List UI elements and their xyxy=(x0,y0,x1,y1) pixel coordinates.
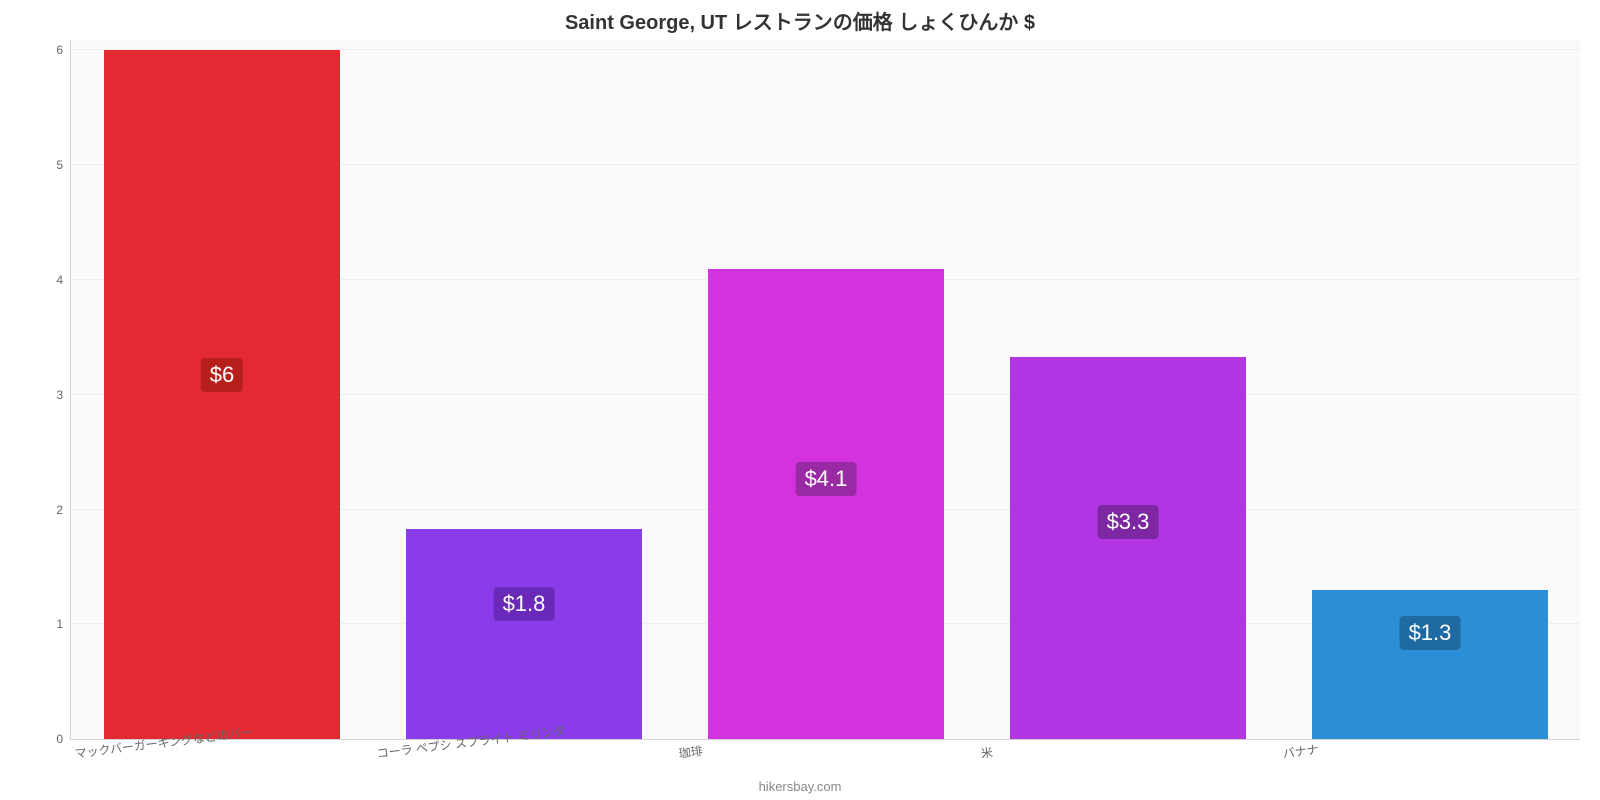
plot-area: 0123456$6マックバーガーキングなどのバー$1.8コーラ ペプシ スプライ… xyxy=(70,40,1580,740)
bar: $4.1 xyxy=(708,269,944,739)
x-tick-label: 米 xyxy=(980,743,994,761)
y-tick-label: 4 xyxy=(56,273,71,287)
bar: $6 xyxy=(104,50,340,739)
bar: $1.8 xyxy=(406,529,642,739)
bar-value-label: $6 xyxy=(201,358,243,392)
y-tick-label: 1 xyxy=(56,617,71,631)
bar-value-label: $4.1 xyxy=(796,462,857,496)
y-tick-label: 0 xyxy=(56,732,71,746)
bar-value-label: $1.8 xyxy=(494,587,555,621)
chart-credit: hikersbay.com xyxy=(0,779,1600,794)
bar: $3.3 xyxy=(1010,357,1246,739)
bar-value-label: $1.3 xyxy=(1400,616,1461,650)
chart-title: Saint George, UT レストランの価格 しょくひんか $ xyxy=(0,6,1600,35)
x-tick-label: 珈琲 xyxy=(678,742,704,762)
bar: $1.3 xyxy=(1312,590,1548,739)
y-tick-label: 3 xyxy=(56,388,71,402)
x-tick-label: バナナ xyxy=(1282,741,1320,762)
bar-value-label: $3.3 xyxy=(1098,505,1159,539)
y-tick-label: 5 xyxy=(56,158,71,172)
y-tick-label: 2 xyxy=(56,503,71,517)
y-tick-label: 6 xyxy=(56,43,71,57)
price-bar-chart: Saint George, UT レストランの価格 しょくひんか $ 01234… xyxy=(0,0,1600,800)
